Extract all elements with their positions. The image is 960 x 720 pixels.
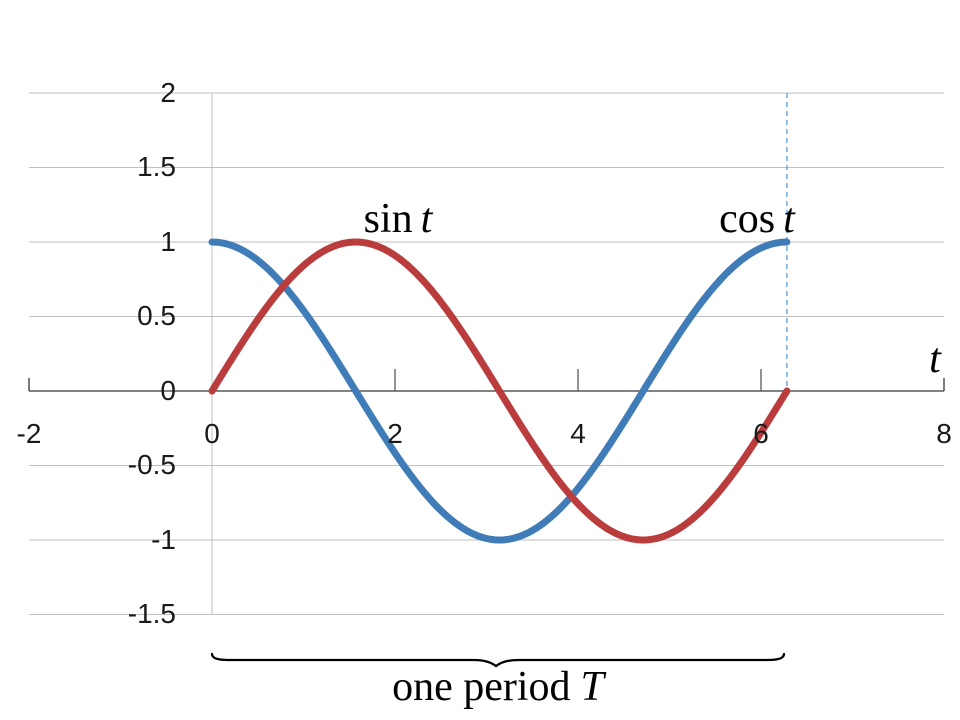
svg-text:t: t — [929, 336, 942, 382]
svg-text:-1.5: -1.5 — [128, 598, 176, 629]
svg-text:1: 1 — [160, 226, 176, 257]
svg-text:6: 6 — [753, 418, 769, 449]
svg-text:0: 0 — [160, 375, 176, 406]
svg-text:0: 0 — [204, 418, 220, 449]
svg-text:-2: -2 — [17, 418, 42, 449]
svg-text:4: 4 — [570, 418, 586, 449]
svg-text:8: 8 — [936, 418, 952, 449]
svg-text:1.5: 1.5 — [137, 151, 176, 182]
svg-text:-1: -1 — [151, 524, 176, 555]
svg-text:-0.5: -0.5 — [128, 449, 176, 480]
svg-text:2: 2 — [387, 418, 403, 449]
svg-text:2: 2 — [160, 77, 176, 108]
svg-text:0.5: 0.5 — [137, 300, 176, 331]
